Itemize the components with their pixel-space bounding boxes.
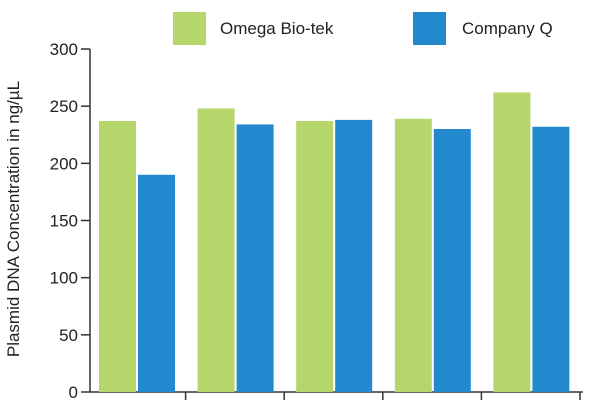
y-tick-label: 0 <box>69 383 78 400</box>
bar-omega-bio-tek-4 <box>394 118 432 392</box>
bar-company-q-3 <box>335 119 373 393</box>
legend-label: Company Q <box>462 19 553 38</box>
bar-omega-bio-tek-3 <box>296 121 334 392</box>
y-axis: 0 50 100 150 200 250 300 <box>50 40 91 400</box>
bar-company-q-2 <box>236 124 274 393</box>
y-tick-label: 200 <box>50 154 78 173</box>
bar-company-q-5 <box>532 126 570 392</box>
bar-omega-bio-tek-5 <box>493 92 531 393</box>
bar-omega-bio-tek-2 <box>197 108 235 392</box>
y-tick-label: 50 <box>59 326 78 345</box>
y-tick-label: 300 <box>50 40 78 59</box>
x-axis <box>90 391 583 400</box>
legend-label: Omega Bio-tek <box>220 19 334 38</box>
bars <box>99 92 570 393</box>
bar-omega-bio-tek-1 <box>99 121 136 392</box>
legend-swatch <box>173 12 206 45</box>
legend-swatch <box>413 12 446 45</box>
legend: Omega Bio-tek Company Q <box>173 12 553 45</box>
y-tick-label: 100 <box>50 269 78 288</box>
y-tick-label: 250 <box>50 97 78 116</box>
y-axis-title: Plasmid DNA Concentration in ng/µL <box>4 81 23 357</box>
bar-company-q-1 <box>138 174 175 392</box>
bar-company-q-4 <box>433 129 471 393</box>
y-tick-label: 150 <box>50 212 78 231</box>
